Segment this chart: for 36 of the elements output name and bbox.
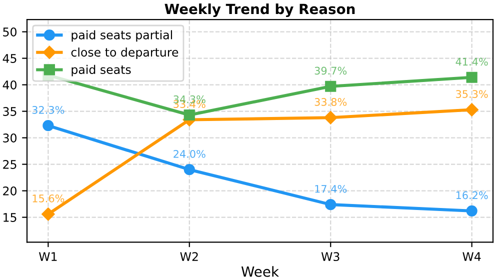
- y-tick-label: 50: [3, 28, 16, 36]
- data-label: 24.0%: [174, 150, 206, 158]
- y-tick-label: 20: [3, 186, 16, 196]
- point: [184, 109, 195, 121]
- data-label: 15.6%: [32, 194, 64, 202]
- legend-label: paid seats: [72, 64, 131, 76]
- y-tick-label: 30: [3, 134, 16, 142]
- x-axis-title: Week: [241, 266, 279, 277]
- chart-title: Weekly Trend by Reason: [164, 3, 355, 18]
- point: [325, 199, 336, 210]
- data-label: 16.2%: [456, 191, 488, 200]
- data-label: 33.8%: [314, 98, 347, 106]
- x-tick-label: W4: [462, 252, 481, 261]
- point: [466, 205, 478, 216]
- point: [325, 80, 336, 92]
- point: [466, 72, 478, 83]
- data-label: 17.4%: [315, 184, 347, 193]
- y-tick-label: 15: [4, 213, 16, 222]
- point: [184, 164, 195, 176]
- legend-label: close to departure: [71, 48, 178, 59]
- y-tick-label: 25: [3, 160, 16, 169]
- data-label: 41.4%: [456, 58, 488, 66]
- y-tick-label: 40: [2, 80, 16, 90]
- data-label: 39.7%: [314, 66, 347, 75]
- legend-label: paid seats partial: [72, 30, 172, 42]
- point: [465, 103, 478, 116]
- x-tick-label: W3: [321, 252, 340, 262]
- x-tick-label: W2: [180, 252, 198, 261]
- y-tick-label: 35: [3, 107, 16, 116]
- y-tick-label: 45: [2, 54, 16, 63]
- x-tick-label: W1: [38, 252, 57, 261]
- data-label: 32.3%: [32, 106, 64, 114]
- point: [42, 208, 55, 221]
- point: [42, 120, 54, 132]
- data-label: 35.3%: [456, 90, 488, 98]
- point: [324, 111, 338, 124]
